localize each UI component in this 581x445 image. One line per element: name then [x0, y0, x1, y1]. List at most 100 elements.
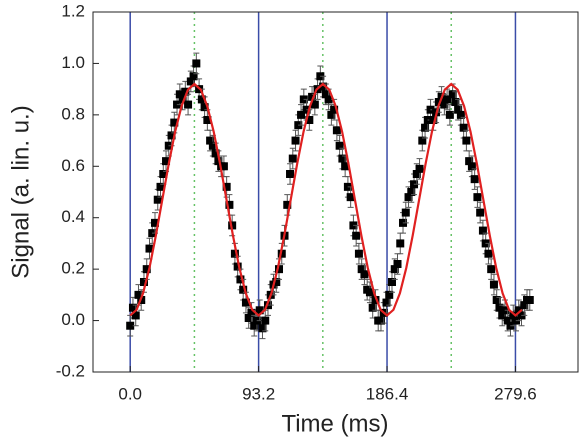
- data-point: [145, 244, 154, 253]
- data-point: [445, 110, 454, 119]
- data-point: [520, 301, 529, 310]
- data-point: [283, 200, 292, 209]
- data-point: [459, 123, 468, 132]
- y-tick-label: 1.0: [61, 53, 85, 72]
- data-point: [332, 126, 341, 135]
- data-point: [393, 260, 402, 268]
- data-point: [206, 136, 215, 145]
- data-point: [272, 278, 281, 286]
- data-point: [128, 303, 137, 312]
- data-point: [297, 110, 306, 119]
- data-point: [153, 195, 162, 204]
- data-point: [327, 110, 336, 119]
- data-point: [360, 270, 369, 279]
- x-axis-title: Time (ms): [281, 410, 388, 437]
- data-point: [233, 262, 242, 271]
- data-point: [288, 154, 297, 163]
- data-point: [456, 110, 465, 119]
- y-tick-label: 0.0: [61, 310, 85, 329]
- data-point: [495, 303, 504, 312]
- data-point: [126, 321, 135, 330]
- data-point: [368, 303, 377, 312]
- data-point: [492, 296, 501, 304]
- data-point: [261, 316, 270, 325]
- data-point: [371, 296, 380, 304]
- data-point: [189, 72, 198, 81]
- data-point: [324, 95, 333, 104]
- y-tick-label: 0.8: [61, 104, 85, 123]
- x-tick-label: 186.4: [366, 384, 409, 403]
- data-point: [162, 157, 171, 166]
- data-point: [387, 278, 396, 286]
- data-point: [131, 311, 140, 320]
- data-point: [211, 149, 220, 158]
- data-point: [401, 208, 410, 217]
- data-point: [382, 298, 391, 307]
- data-point: [476, 208, 485, 217]
- data-point: [407, 188, 416, 196]
- data-point: [250, 321, 259, 330]
- data-point: [203, 116, 212, 124]
- data-point: [412, 170, 421, 178]
- y-tick-label: 0.2: [61, 259, 85, 278]
- data-point: [142, 265, 151, 274]
- data-point: [208, 141, 217, 150]
- y-tick-label: 0.4: [61, 207, 85, 226]
- data-point: [214, 157, 223, 166]
- x-tick-label: 279.6: [494, 384, 537, 403]
- data-point: [465, 157, 474, 166]
- data-point: [346, 193, 355, 202]
- data-point: [470, 175, 479, 184]
- data-point: [503, 316, 512, 325]
- data-point: [443, 95, 452, 104]
- data-point: [415, 164, 424, 173]
- data-point: [335, 141, 344, 150]
- data-point: [175, 90, 184, 99]
- data-point: [338, 154, 347, 163]
- y-tick-label: 1.2: [61, 1, 85, 20]
- data-point: [341, 162, 350, 171]
- data-point: [275, 265, 284, 274]
- data-point: [462, 136, 471, 145]
- x-tick-label: 93.2: [242, 384, 275, 403]
- data-point: [396, 239, 405, 248]
- data-point: [310, 100, 319, 109]
- data-point: [244, 314, 253, 322]
- data-point: [440, 100, 449, 109]
- y-tick-label: 0.6: [61, 156, 85, 175]
- data-point: [429, 116, 438, 124]
- data-point: [451, 98, 460, 106]
- data-point: [159, 170, 168, 178]
- data-point: [390, 265, 399, 274]
- data-point: [354, 249, 363, 258]
- data-point: [478, 226, 487, 235]
- fit-line: [129, 82, 523, 317]
- data-point: [352, 231, 361, 240]
- data-point: [487, 265, 496, 274]
- data-point: [454, 105, 463, 114]
- data-point: [178, 95, 187, 104]
- data-point: [376, 316, 385, 325]
- data-point: [197, 95, 206, 104]
- y-tick-label: -0.2: [56, 361, 85, 380]
- data-point: [181, 87, 190, 96]
- data-point: [167, 131, 176, 140]
- data-point: [509, 311, 518, 320]
- data-point: [230, 249, 239, 258]
- data-point: [151, 218, 160, 227]
- data-point: [186, 77, 195, 86]
- data-point: [170, 118, 179, 127]
- data-point: [385, 290, 394, 299]
- data-point: [330, 105, 339, 114]
- data-point: [247, 308, 256, 317]
- data-point: [525, 296, 534, 304]
- data-point: [421, 123, 430, 132]
- data-point: [192, 59, 201, 68]
- data-point: [365, 288, 374, 297]
- data-point: [489, 280, 498, 289]
- data-point: [184, 100, 193, 109]
- data-point: [222, 182, 231, 191]
- data-point: [467, 162, 476, 171]
- data-point: [448, 90, 457, 99]
- data-point: [308, 92, 317, 101]
